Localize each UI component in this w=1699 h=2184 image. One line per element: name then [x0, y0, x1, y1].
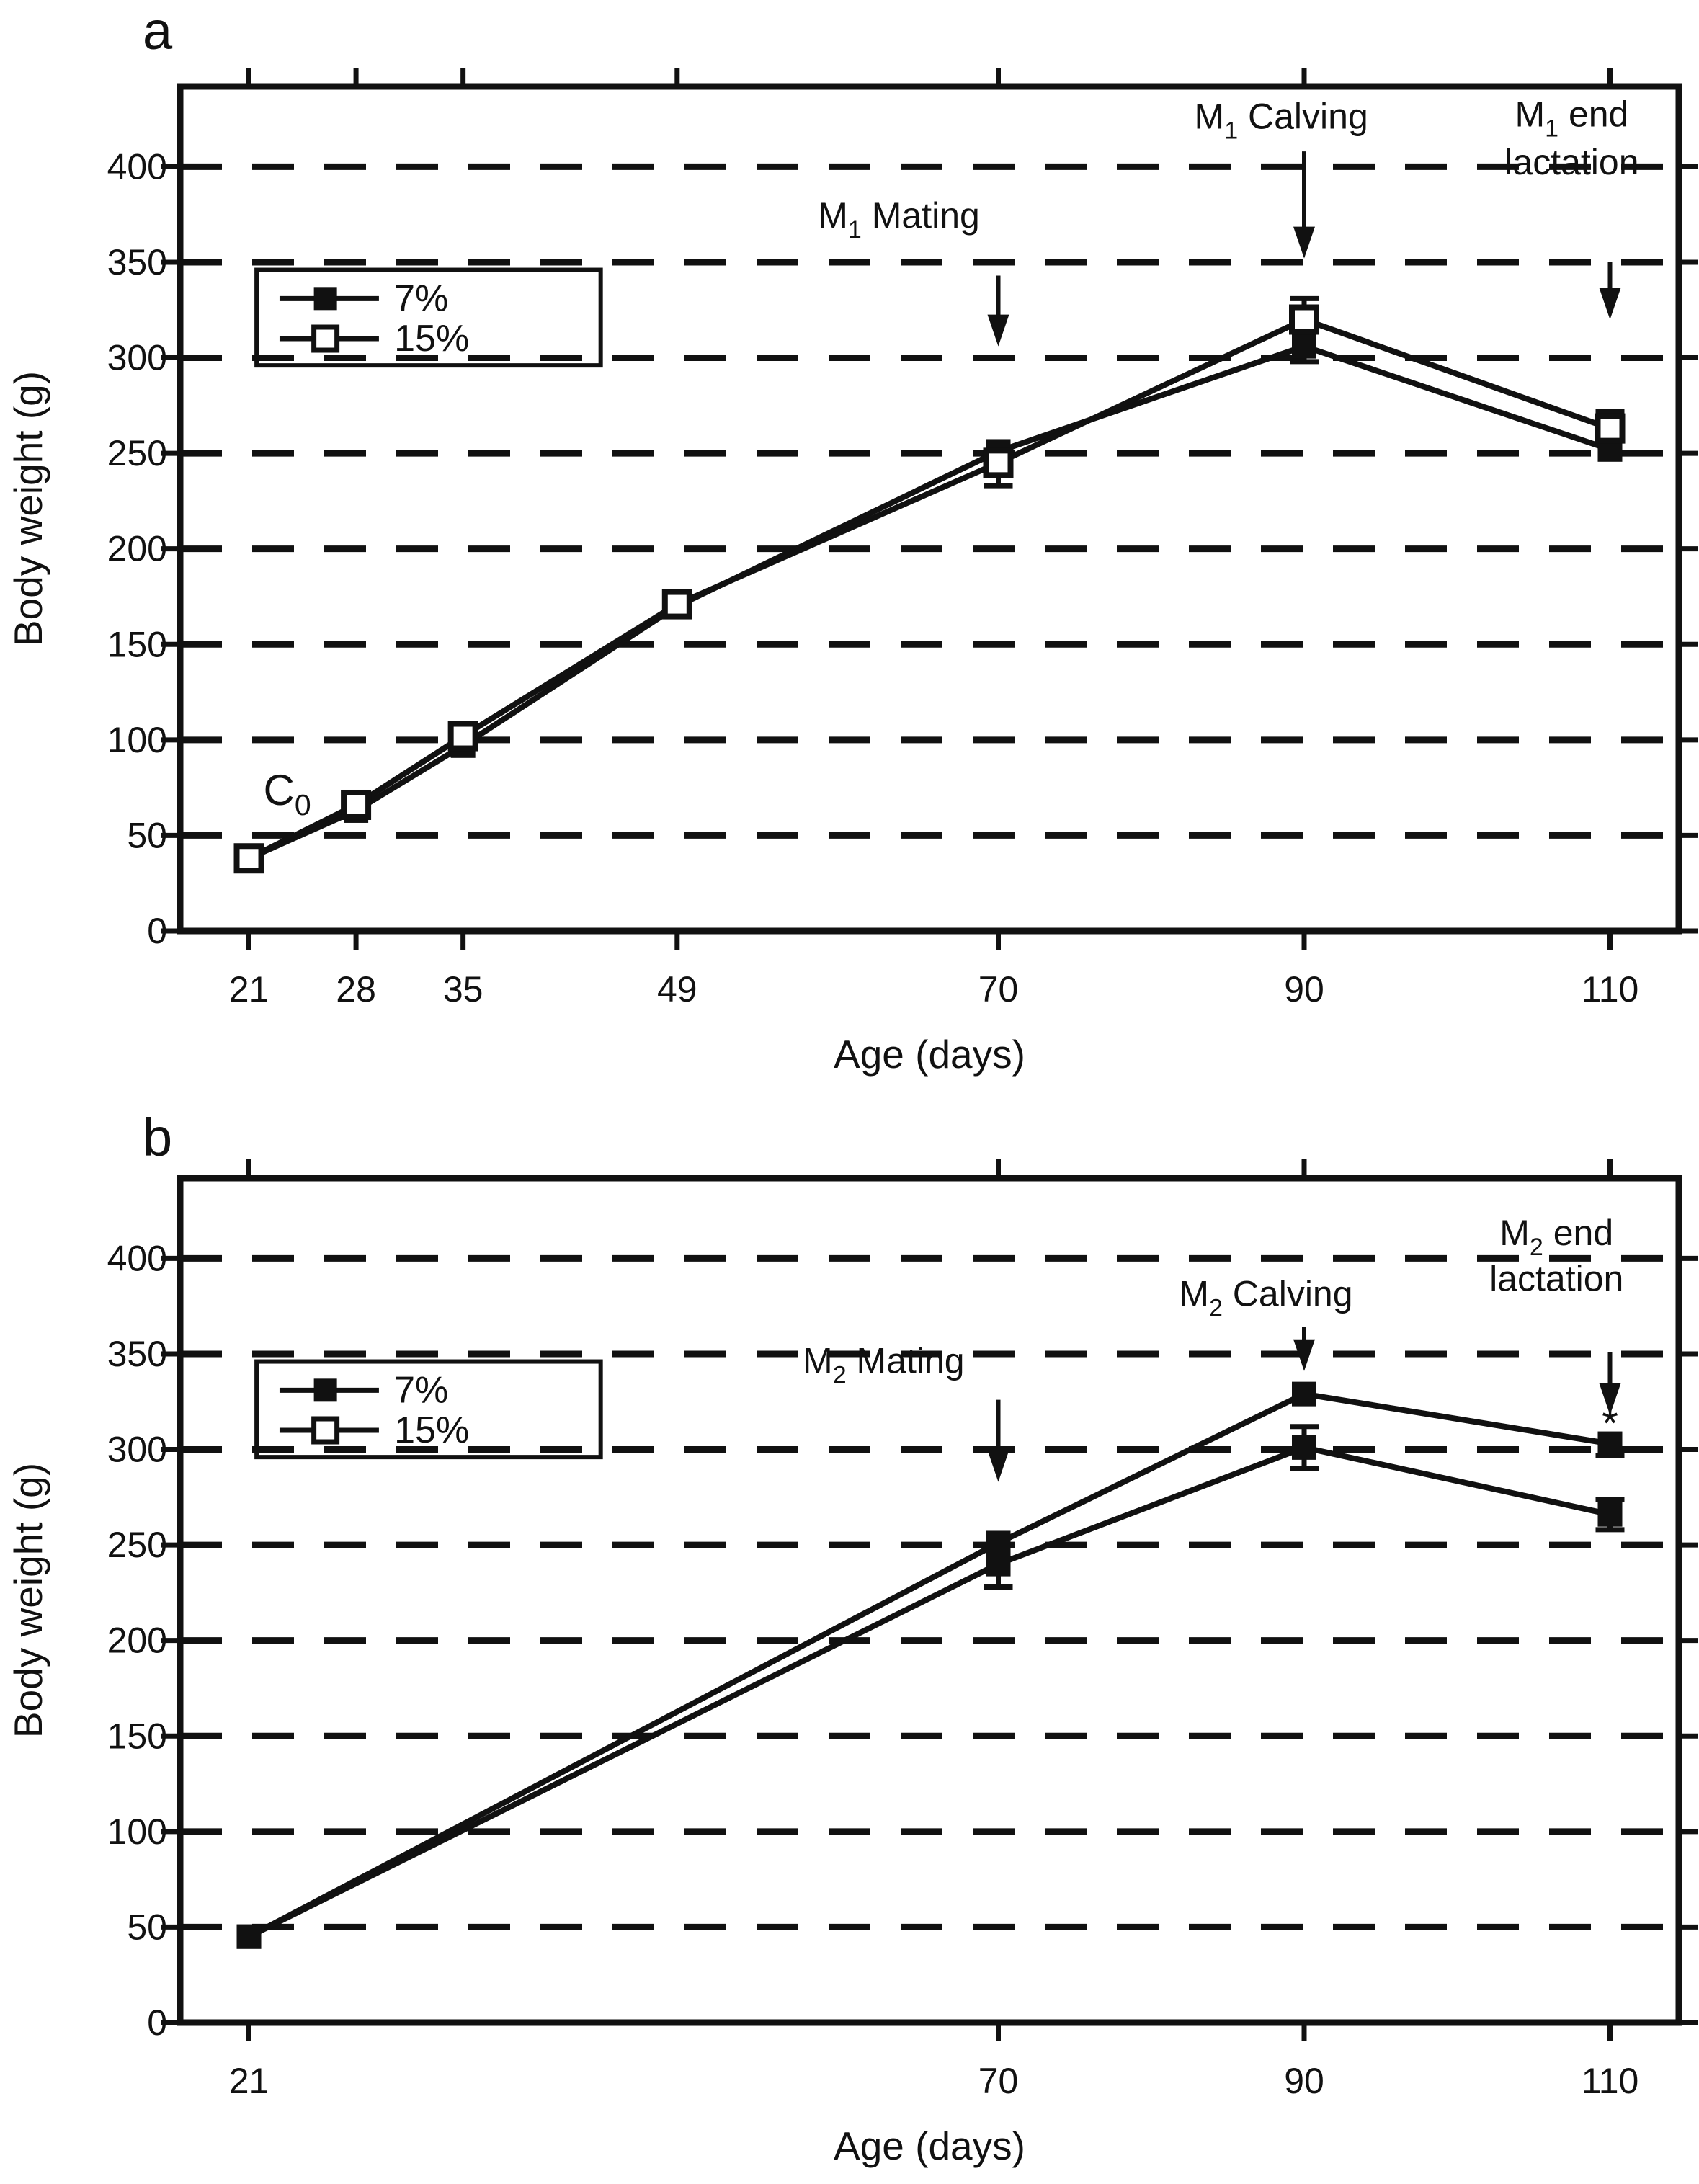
panel-a-letter: a	[143, 1, 173, 61]
x-tick-label: 21	[229, 969, 269, 1009]
x-tick-label: 28	[336, 969, 376, 1009]
data-point	[986, 1551, 1011, 1577]
x-tick-label: 70	[978, 2061, 1019, 2101]
y-tick-label: 0	[147, 911, 167, 951]
y-tick-label: 300	[107, 338, 167, 378]
data-point	[1597, 1431, 1623, 1456]
annotation-m1-end-lactation-line2: lactation	[1504, 142, 1638, 182]
data-point	[1292, 334, 1316, 359]
legend-marker-open-square	[311, 324, 340, 353]
y-tick-label: 350	[107, 1334, 167, 1374]
y-tick-label: 200	[107, 529, 167, 569]
data-point	[986, 1530, 1011, 1556]
data-point	[983, 447, 1014, 478]
data-line-7%	[247, 343, 1611, 861]
y-tick-label: 400	[107, 146, 167, 187]
annotation-c0: C0	[263, 766, 311, 821]
annotation-m1-calving: M1 Calving	[1195, 96, 1368, 144]
y-tick-label: 50	[127, 1907, 167, 1947]
data-point	[1595, 413, 1626, 444]
data-line-15%	[247, 1444, 1611, 1940]
y-tick-label: 250	[107, 1525, 167, 1565]
data-point	[233, 843, 264, 874]
y-axis-title: Body weight (g)	[6, 1463, 50, 1738]
legend-label: 7%	[394, 277, 448, 319]
data-line-7%	[247, 1391, 1611, 1940]
y-tick-label: 350	[107, 242, 167, 282]
legend-label: 7%	[394, 1369, 448, 1411]
legend-marker-open-square	[311, 1416, 340, 1445]
annotation-m1-end-lactation: M1 end	[1515, 94, 1628, 143]
x-tick-label: 110	[1582, 2061, 1639, 2101]
y-tick-label: 150	[107, 1716, 167, 1756]
annotation-m2-end-lactation: M2 end	[1499, 1213, 1613, 1261]
panel-b-chart: 21 70 90 110 0 50 100 150 200 250 300 350 400 Age (da…	[6, 1159, 1698, 2168]
significance-star: *	[1602, 1401, 1618, 1448]
y-tick-label: 400	[107, 1238, 167, 1278]
down-arrowhead-icon	[1293, 226, 1315, 259]
data-point	[661, 589, 692, 620]
data-point	[1292, 1435, 1316, 1460]
x-tick-label: 110	[1582, 969, 1639, 1009]
data-point	[1597, 1502, 1623, 1527]
legend-box	[254, 1359, 603, 1460]
x-axis-title: Age (days)	[834, 1032, 1025, 1077]
legend-marker-filled-square	[313, 1378, 337, 1402]
x-tick-label: 90	[1284, 969, 1324, 1009]
x-tick-label: 70	[978, 969, 1019, 1009]
plot-box	[177, 83, 1682, 935]
x-tick-label: 90	[1284, 2061, 1324, 2101]
y-tick-label: 150	[107, 624, 167, 664]
down-arrowhead-icon	[987, 1450, 1009, 1482]
plot-box	[177, 1175, 1682, 2026]
y-tick-label: 200	[107, 1621, 167, 1661]
y-axis-title: Body weight (g)	[6, 371, 50, 646]
annotation-m2-mating: M2 Mating	[803, 1340, 965, 1389]
panel-b-letter: b	[143, 1107, 173, 1167]
annotation-m2-end-lactation-line2: lactation	[1489, 1258, 1623, 1298]
data-point	[447, 721, 478, 752]
data-point	[1292, 1381, 1316, 1407]
panel-a-chart: 21 28 35 49 70 90 110 0 50 100 150 200 250 300 350 400 A…	[6, 68, 1698, 1077]
data-line-15%	[247, 316, 1611, 861]
legend-label: 15%	[394, 318, 469, 360]
y-tick-label: 0	[147, 2002, 167, 2043]
x-tick-label: 49	[657, 969, 697, 1009]
legend-label: 15%	[394, 1409, 469, 1451]
down-arrowhead-icon	[987, 314, 1009, 347]
y-tick-label: 250	[107, 433, 167, 473]
y-tick-label: 300	[107, 1430, 167, 1470]
y-tick-label: 50	[127, 815, 167, 855]
x-tick-label: 21	[229, 2061, 269, 2101]
y-tick-label: 100	[107, 720, 167, 760]
data-point	[1289, 304, 1319, 335]
annotation-m2-calving: M2 Calving	[1179, 1274, 1352, 1322]
down-arrowhead-icon	[1599, 1383, 1621, 1415]
legend-box	[254, 267, 603, 368]
down-arrowhead-icon	[1293, 1339, 1315, 1371]
data-point	[236, 1924, 262, 1949]
x-axis-title: Age (days)	[834, 2123, 1025, 2168]
data-point	[341, 789, 372, 820]
down-arrowhead-icon	[1599, 288, 1621, 320]
x-tick-label: 35	[443, 969, 483, 1009]
annotation-m1-mating: M1 Mating	[818, 195, 980, 244]
legend-marker-filled-square	[313, 287, 337, 311]
y-tick-label: 100	[107, 1811, 167, 1852]
